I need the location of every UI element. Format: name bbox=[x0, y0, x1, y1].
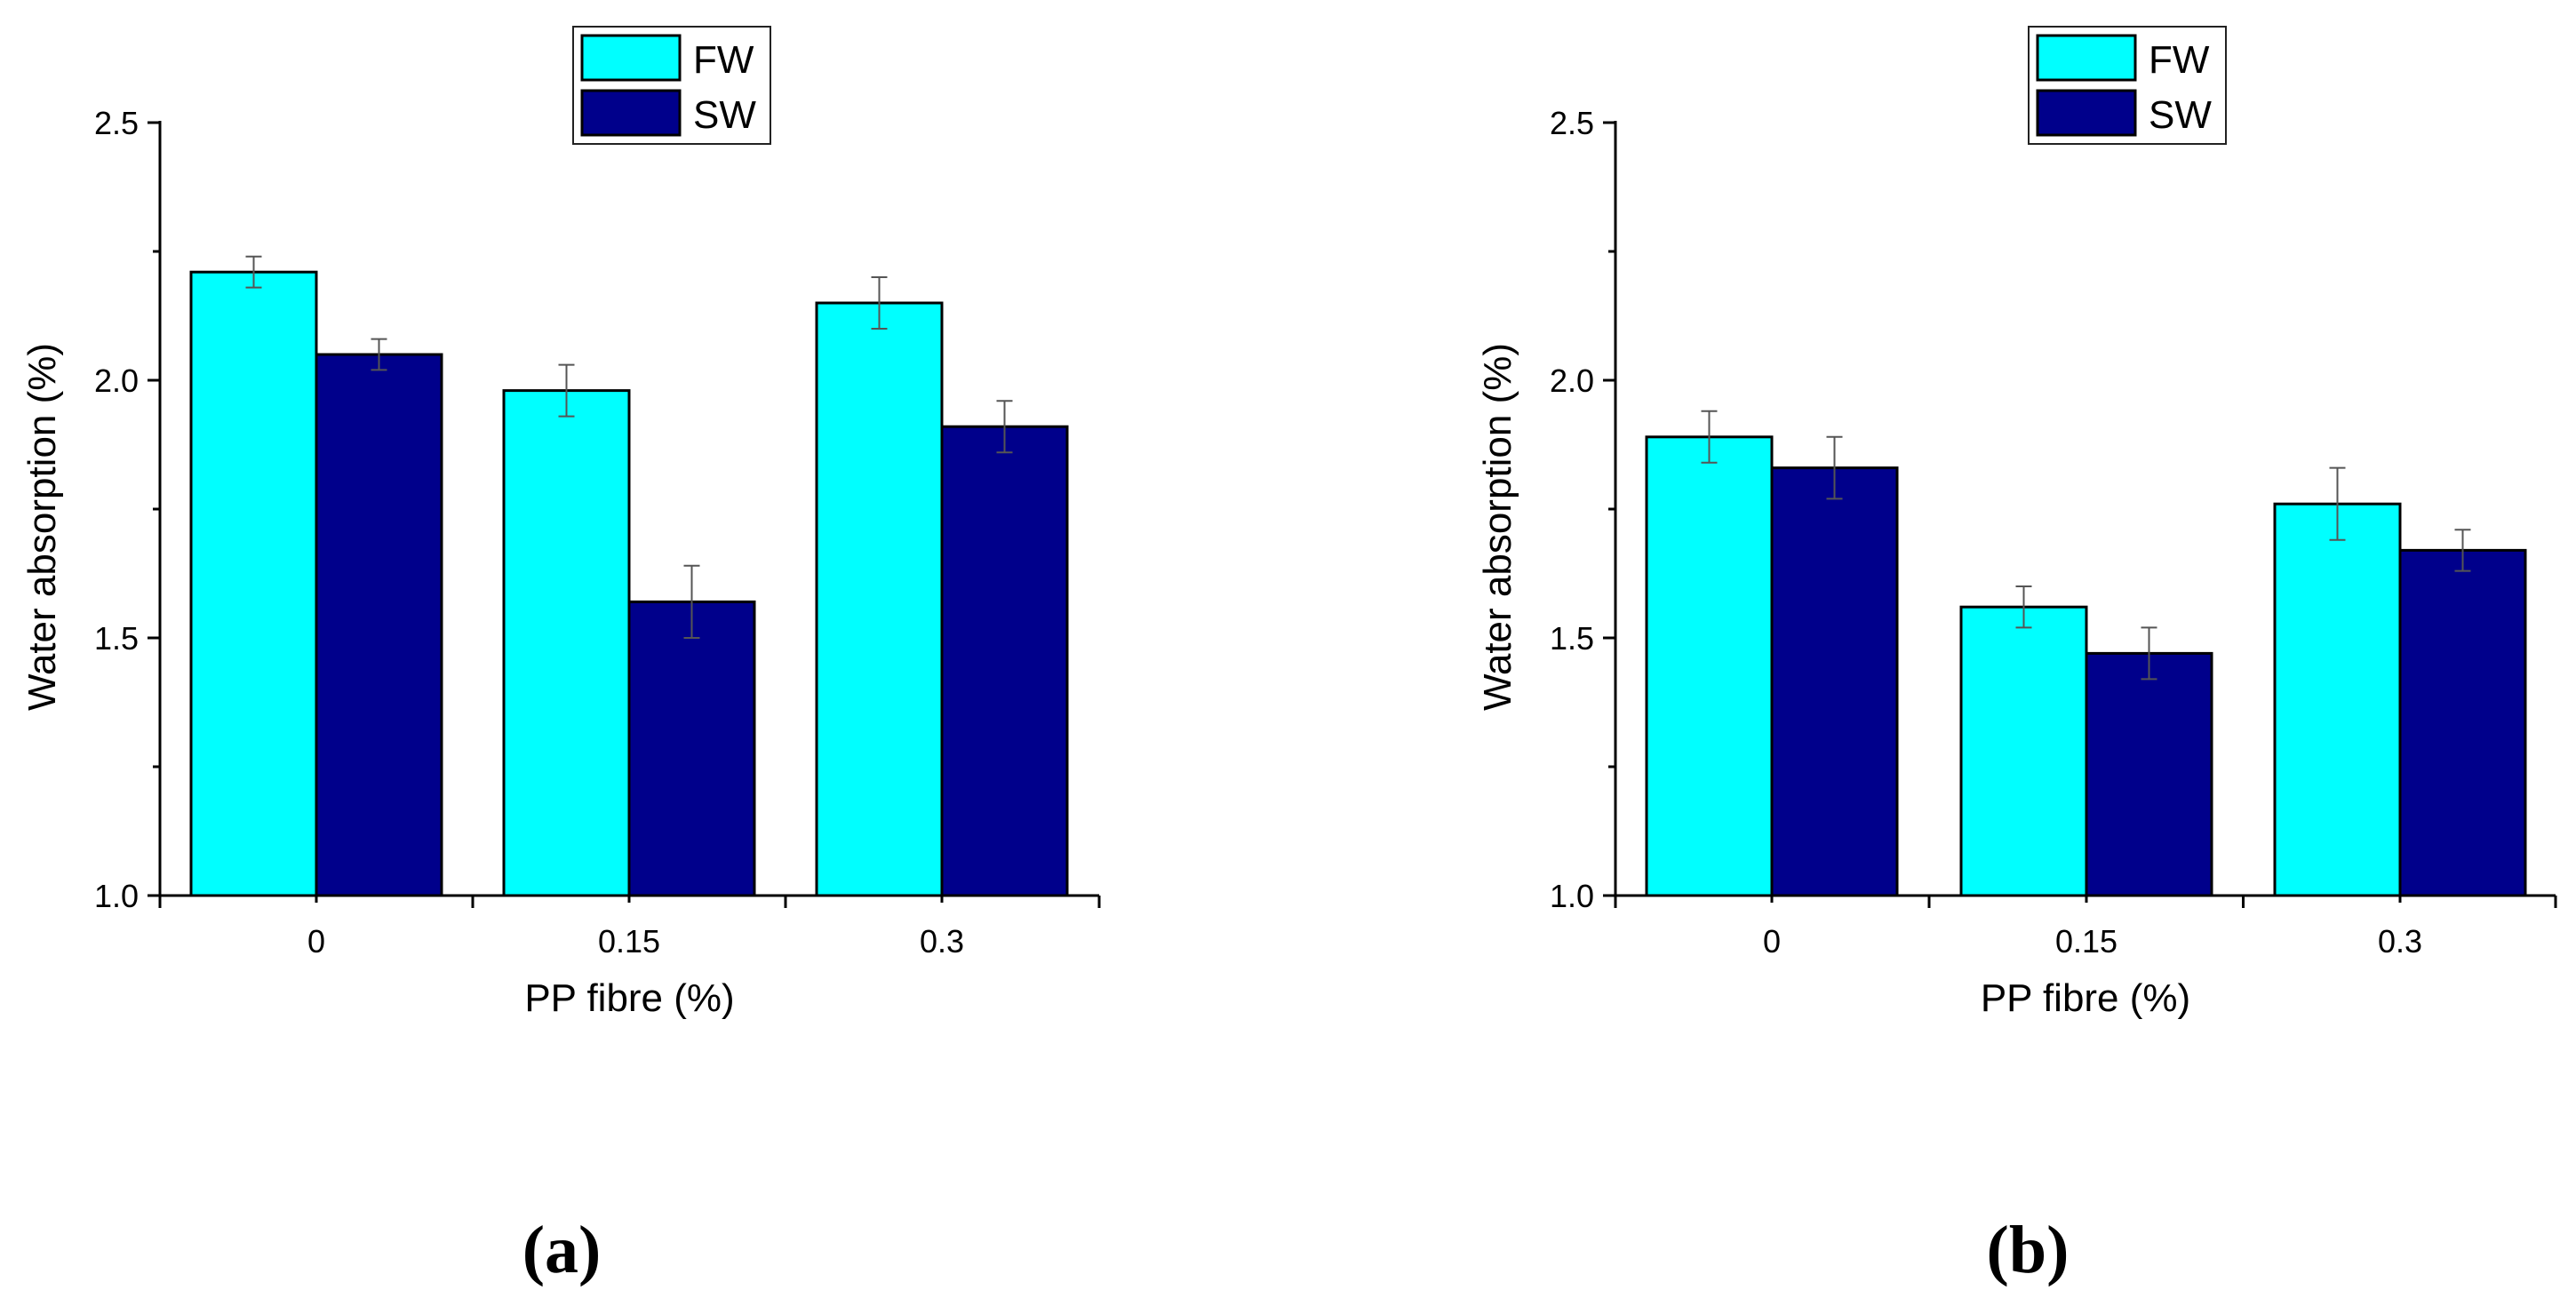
bar-fw-0.3 bbox=[2273, 502, 2402, 897]
panel-label: (a) bbox=[522, 1213, 602, 1287]
legend: FW SW bbox=[2028, 26, 2227, 145]
legend-swatch-sw bbox=[580, 89, 682, 137]
panel-label: (b) bbox=[1987, 1213, 2070, 1287]
y-tick-label: 1.0 bbox=[94, 878, 139, 914]
bar-sw-0.3 bbox=[2398, 548, 2527, 897]
bar-sw-0.15 bbox=[627, 600, 756, 897]
bar-sw-0.15 bbox=[2085, 651, 2213, 897]
bar-sw-0 bbox=[315, 353, 443, 897]
x-tick-label: 0.15 bbox=[598, 923, 660, 960]
chart-panel-b: 1.0 1.5 2.0 2.5 0 0.15 0.3 PP fibre (%) Water ab… bbox=[1476, 26, 2557, 1287]
legend-label-fw: FW bbox=[2149, 38, 2210, 82]
y-tick-label: 1.5 bbox=[1550, 620, 1594, 657]
x-tick-label: 0 bbox=[307, 923, 325, 960]
y-tick-label: 2.5 bbox=[1550, 105, 1594, 141]
chart-panel-a: 1.0 1.5 2.0 2.5 0 0.15 0.3 PP fibre (%) Water ab… bbox=[20, 26, 1101, 1287]
y-axis-title: Water absorption (%) bbox=[1476, 343, 1519, 711]
bar-fw-0.15 bbox=[502, 389, 631, 897]
y-axis-title: Water absorption (%) bbox=[20, 343, 64, 711]
x-axis-title: PP fibre (%) bbox=[1981, 976, 2190, 1020]
bar-fw-0.15 bbox=[1959, 605, 2088, 897]
bar-sw-0.3 bbox=[940, 425, 1069, 897]
bar-fw-0.3 bbox=[815, 301, 944, 897]
x-tick-label: 0.3 bbox=[920, 923, 964, 960]
bar-fw-0 bbox=[1645, 435, 1774, 897]
legend: FW SW bbox=[572, 26, 771, 145]
x-tick-label: 0 bbox=[1763, 923, 1781, 960]
x-axis-title: PP fibre (%) bbox=[524, 976, 734, 1020]
legend-label-sw: SW bbox=[693, 93, 756, 137]
y-tick-label: 1.5 bbox=[94, 620, 139, 657]
x-tick-label: 0.15 bbox=[2055, 923, 2117, 960]
y-tick-label: 1.0 bbox=[1550, 878, 1594, 914]
legend-label-sw: SW bbox=[2149, 93, 2212, 137]
legend-swatch-sw bbox=[2036, 89, 2137, 137]
y-tick-label: 2.0 bbox=[1550, 362, 1594, 399]
y-tick-label: 2.5 bbox=[94, 105, 139, 141]
bar-fw-0 bbox=[189, 270, 318, 897]
x-tick-label: 0.3 bbox=[2378, 923, 2422, 960]
legend-swatch-fw bbox=[580, 34, 682, 82]
legend-label-fw: FW bbox=[693, 38, 754, 82]
y-tick-label: 2.0 bbox=[94, 362, 139, 399]
legend-swatch-fw bbox=[2036, 34, 2137, 82]
bar-sw-0 bbox=[1770, 466, 1899, 897]
